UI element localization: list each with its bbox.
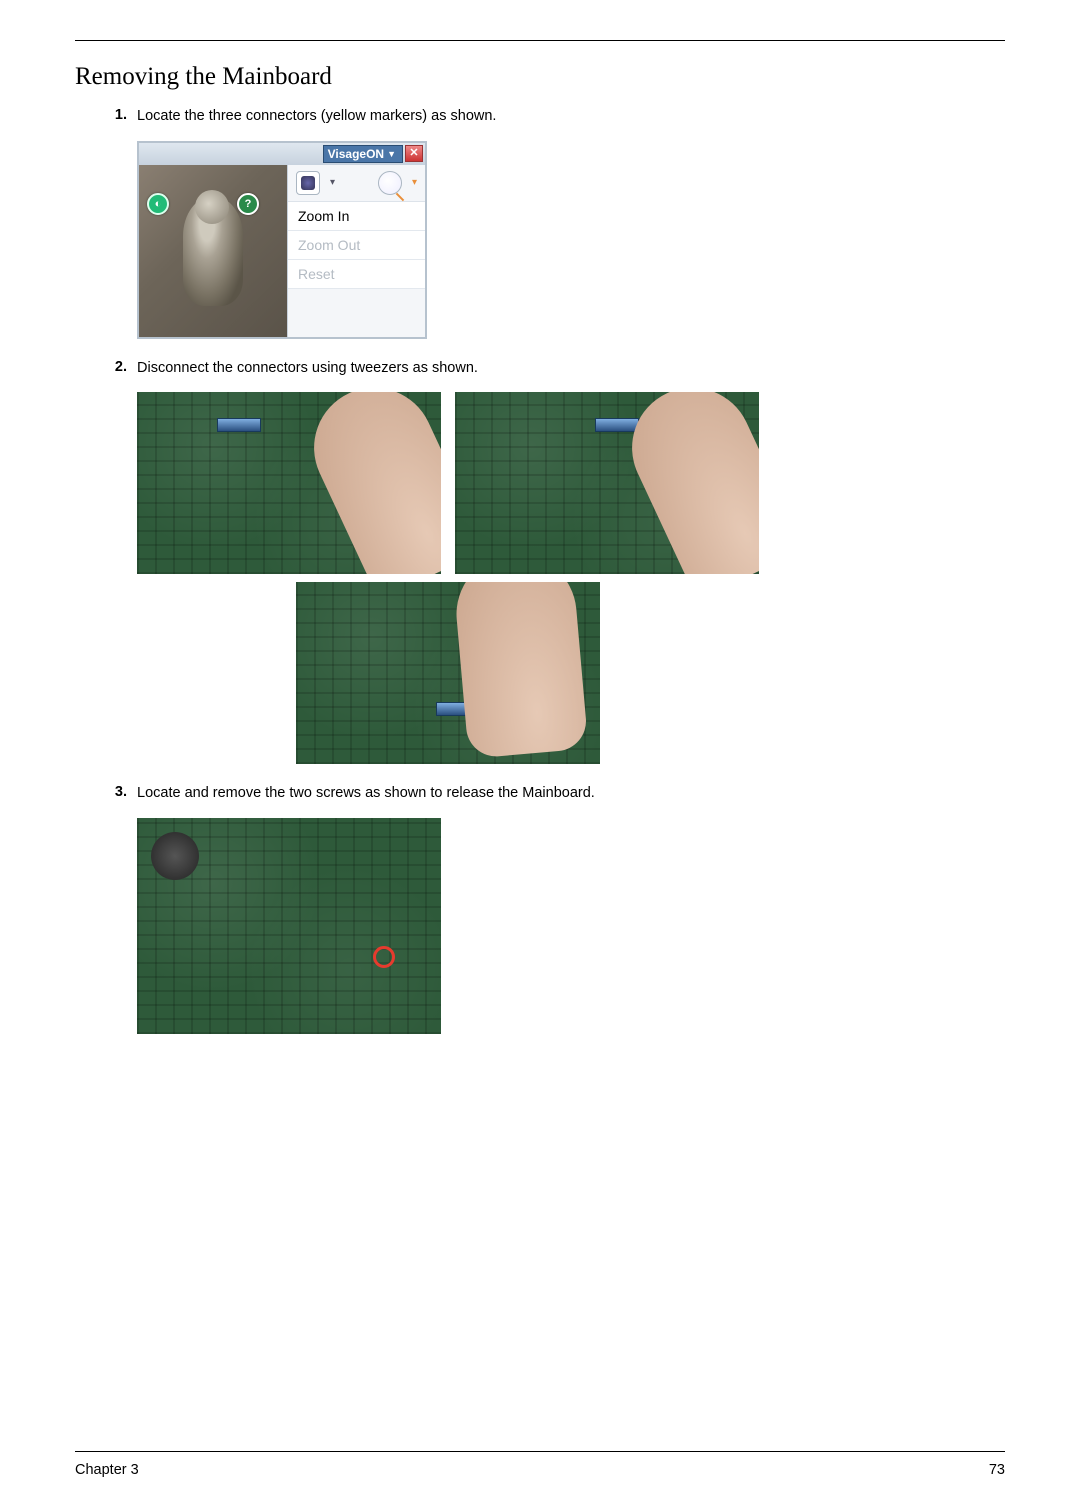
- figure-visageon: VisageON ▼ ✕ ◐ ? ▾ ▾: [137, 141, 1005, 339]
- bottom-rule: [75, 1451, 1005, 1452]
- visage-window: VisageON ▼ ✕ ◐ ? ▾ ▾: [137, 141, 427, 339]
- page: Removing the Mainboard 1. Locate the thr…: [0, 0, 1080, 1512]
- step-1: 1. Locate the three connectors (yellow m…: [109, 107, 1005, 127]
- visage-icon-row: ▾ ▾: [288, 165, 425, 202]
- reset-item: Reset: [288, 260, 425, 289]
- step-number: 1.: [109, 107, 137, 127]
- figure-row-bottom: [137, 582, 759, 764]
- screw-marker-2: [373, 946, 395, 968]
- figure-row-top: [137, 392, 1005, 574]
- photo-tweezer-2: [455, 392, 759, 574]
- preview-image: [183, 196, 243, 306]
- zoom-out-item: Zoom Out: [288, 231, 425, 260]
- footer-page-number: 73: [989, 1462, 1005, 1478]
- page-footer: Chapter 3 73: [75, 1462, 1005, 1478]
- visage-side-panel: ▾ ▾ Zoom In Zoom Out Reset: [287, 165, 425, 337]
- dropdown-icon: ▾: [412, 177, 417, 188]
- photo-tweezer-3: [296, 582, 600, 764]
- close-button[interactable]: ✕: [405, 145, 423, 162]
- dropdown-icon: ▾: [330, 177, 335, 188]
- photo-tweezer-1: [137, 392, 441, 574]
- marker-badge-1: ◐: [147, 193, 169, 215]
- step-2: 2. Disconnect the connectors using tweez…: [109, 359, 1005, 379]
- photo-screws: [137, 818, 441, 1034]
- step-3: 3. Locate and remove the two screws as s…: [109, 784, 1005, 804]
- figure-tweezers-group: [137, 392, 1005, 764]
- top-rule: [75, 40, 1005, 41]
- step-text: Locate and remove the two screws as show…: [137, 784, 595, 804]
- visage-title[interactable]: VisageON ▼: [323, 145, 403, 163]
- visage-zoom-menu: Zoom In Zoom Out Reset: [288, 202, 425, 337]
- visage-titlebar: VisageON ▼ ✕: [139, 143, 425, 165]
- magnifier-icon[interactable]: [378, 171, 402, 195]
- step-number: 3.: [109, 784, 137, 804]
- section-heading: Removing the Mainboard: [75, 63, 1005, 91]
- step-text: Disconnect the connectors using tweezers…: [137, 359, 478, 379]
- figure-screws: [137, 818, 1005, 1034]
- camera-icon[interactable]: [296, 171, 320, 195]
- step-number: 2.: [109, 359, 137, 379]
- step-text: Locate the three connectors (yellow mark…: [137, 107, 496, 127]
- visage-title-text: VisageON: [328, 147, 384, 161]
- visage-body: ◐ ? ▾ ▾ Zoom In Zoom Out Reset: [139, 165, 425, 337]
- marker-badge-2: ?: [237, 193, 259, 215]
- footer-chapter: Chapter 3: [75, 1462, 139, 1478]
- zoom-in-item[interactable]: Zoom In: [288, 202, 425, 231]
- visage-preview: ◐ ?: [139, 165, 287, 337]
- dropdown-icon: ▼: [387, 149, 396, 159]
